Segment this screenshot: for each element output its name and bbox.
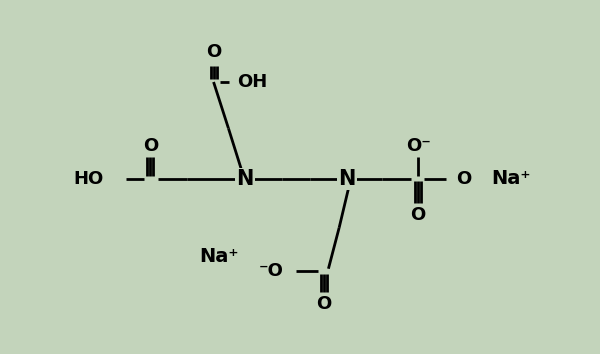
Text: O: O: [456, 170, 472, 188]
Text: ⁻O: ⁻O: [259, 262, 283, 280]
Text: N: N: [338, 169, 356, 189]
Text: O⁻: O⁻: [406, 137, 431, 154]
Text: HO: HO: [74, 170, 104, 188]
Text: O: O: [316, 295, 331, 313]
Text: OH: OH: [237, 73, 267, 91]
Text: N: N: [236, 169, 253, 189]
Text: O: O: [410, 206, 426, 224]
Text: Na⁺: Na⁺: [199, 247, 239, 266]
Text: O: O: [206, 43, 221, 61]
Text: O: O: [143, 137, 158, 155]
Text: Na⁺: Na⁺: [491, 169, 530, 188]
